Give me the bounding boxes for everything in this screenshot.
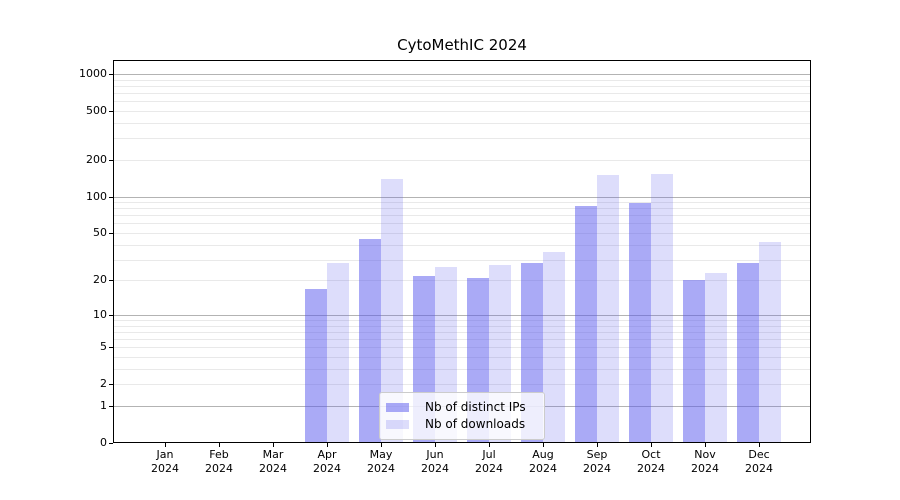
y-tick-label-1: 1 (100, 399, 107, 412)
y-tick-label-100: 100 (86, 189, 107, 203)
bar-distinct-ips-sep (575, 205, 597, 443)
x-tick-mark (165, 443, 166, 447)
y-tick-label-500: 500 (86, 103, 107, 117)
x-tick-label-oct: Oct 2024 (637, 448, 665, 475)
y-tick-mark (109, 443, 113, 444)
x-tick-label-mar: Mar 2024 (259, 448, 287, 475)
gridline-minor-8 (113, 325, 811, 327)
gridline-minor-4 (113, 357, 811, 358)
gridline-major-100 (113, 196, 811, 198)
gridline-minor-2 (113, 384, 811, 386)
gridline-minor-50 (113, 233, 811, 234)
y-tick-mark (109, 159, 113, 161)
x-tick-label-jan: Jan 2024 (151, 448, 179, 475)
y-tick-mark (109, 110, 113, 112)
legend-swatch-distinct-ips-icon (386, 402, 409, 412)
gridline-minor-700 (113, 93, 811, 94)
bar-downloads-aug (543, 251, 565, 443)
y-tick-mark (109, 196, 113, 198)
gridline-minor-500 (113, 110, 811, 112)
x-tick-label-jun: Jun 2024 (421, 448, 449, 475)
gridline-minor-60 (113, 223, 811, 225)
legend-item-downloads: Nb of downloads (386, 416, 536, 432)
gridline-minor-30 (113, 259, 811, 261)
x-tick-mark (597, 443, 598, 447)
legend: Nb of distinct IPs Nb of downloads (379, 392, 545, 440)
gridline-minor-90 (113, 202, 811, 203)
legend-swatch-downloads-icon (386, 419, 409, 429)
gridline-minor-400 (113, 122, 811, 124)
bar-downloads-dec (759, 242, 781, 443)
x-tick-label-nov: Nov 2024 (691, 448, 719, 475)
x-tick-mark (381, 443, 382, 447)
bar-distinct-ips-may (359, 238, 381, 443)
bar-downloads-apr (327, 263, 349, 443)
y-tick-mark (109, 384, 113, 386)
y-tick-label-10: 10 (93, 307, 107, 321)
chart-title: CytoMethIC 2024 (397, 36, 527, 54)
x-tick-mark (435, 443, 436, 447)
y-tick-label-50: 50 (93, 226, 107, 239)
y-tick-label-200: 200 (86, 152, 107, 166)
gridline-minor-600 (113, 101, 811, 103)
bar-downloads-may (381, 178, 403, 443)
gridline-minor-40 (113, 244, 811, 246)
x-tick-mark (327, 443, 328, 447)
legend-label-distinct-ips: Nb of distinct IPs (425, 400, 526, 414)
y-tick-mark (109, 347, 113, 349)
x-tick-label-dec: Dec 2024 (745, 448, 773, 475)
gridline-minor-6 (113, 339, 811, 341)
x-tick-label-sep: Sep 2024 (583, 448, 611, 475)
y-tick-mark (109, 406, 113, 407)
gridline-minor-70 (113, 215, 811, 217)
plot-area (113, 60, 811, 443)
y-tick-label-2: 2 (100, 377, 107, 391)
y-tick-mark (109, 73, 113, 75)
y-tick-mark (109, 233, 113, 234)
x-tick-label-may: May 2024 (367, 448, 395, 475)
gridline-minor-300 (113, 138, 811, 140)
bar-downloads-nov (705, 273, 727, 443)
x-tick-mark (489, 443, 490, 447)
x-tick-label-jul: Jul 2024 (475, 448, 503, 475)
x-tick-mark (759, 443, 760, 447)
gridline-major-1000 (113, 73, 811, 75)
bar-distinct-ips-oct (629, 203, 651, 443)
x-tick-mark (219, 443, 220, 447)
y-tick-mark (109, 314, 113, 316)
gridline-major-10 (113, 314, 811, 316)
legend-label-downloads: Nb of downloads (425, 417, 526, 431)
gridline-minor-5 (113, 347, 811, 349)
gridline-minor-3 (113, 368, 811, 370)
bar-distinct-ips-apr (305, 288, 327, 443)
bar-distinct-ips-dec (737, 263, 759, 443)
bar-distinct-ips-nov (683, 280, 705, 443)
x-tick-label-feb: Feb 2024 (205, 448, 233, 475)
bar-downloads-oct (651, 174, 673, 443)
x-tick-mark (543, 443, 544, 447)
gridline-minor-9 (113, 320, 811, 321)
y-tick-mark (109, 280, 113, 282)
x-tick-mark (273, 443, 274, 447)
gridline-minor-900 (113, 79, 811, 81)
gridline-minor-800 (113, 85, 811, 87)
bar-downloads-sep (597, 175, 619, 443)
x-tick-label-apr: Apr 2024 (313, 448, 341, 475)
y-tick-label-20: 20 (93, 273, 107, 287)
x-tick-mark (705, 443, 706, 447)
y-tick-label-5: 5 (100, 340, 107, 354)
gridline-minor-200 (113, 159, 811, 161)
gridline-minor-7 (113, 331, 811, 333)
legend-item-distinct-ips: Nb of distinct IPs (386, 399, 536, 415)
x-tick-mark (651, 443, 652, 447)
y-tick-label-1000: 1000 (79, 66, 107, 80)
y-tick-label-0: 0 (100, 436, 107, 449)
gridline-minor-80 (113, 208, 811, 210)
gridline-minor-20 (113, 280, 811, 282)
x-tick-label-aug: Aug 2024 (529, 448, 557, 475)
